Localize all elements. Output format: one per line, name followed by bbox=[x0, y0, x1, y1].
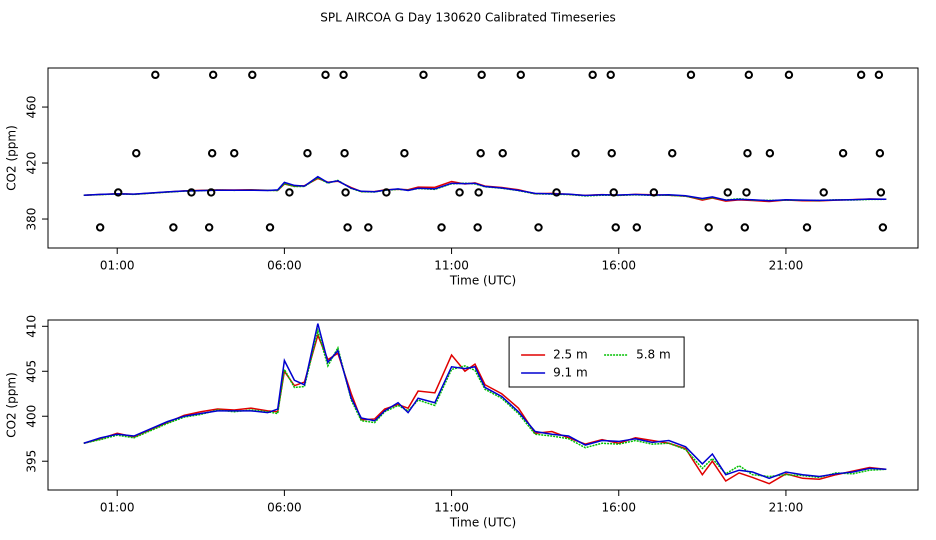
y-tick-label: 460 bbox=[25, 96, 39, 119]
x-tick-label: 11:00 bbox=[434, 501, 469, 515]
x-tick-label: 01:00 bbox=[100, 501, 135, 515]
x-tick-label: 11:00 bbox=[434, 259, 469, 273]
point bbox=[341, 188, 350, 197]
x-tick-label: 21:00 bbox=[769, 259, 804, 273]
y-tick-label: 395 bbox=[25, 450, 39, 473]
y-tick-label: 380 bbox=[25, 208, 39, 231]
point bbox=[303, 149, 312, 158]
point bbox=[668, 149, 677, 158]
point bbox=[819, 188, 828, 197]
point bbox=[743, 149, 752, 158]
point bbox=[704, 223, 713, 232]
point bbox=[609, 188, 618, 197]
y-tick-label: 400 bbox=[25, 405, 39, 428]
point bbox=[285, 188, 294, 197]
legend-frame bbox=[508, 336, 685, 388]
point bbox=[187, 188, 196, 197]
x-tick-label: 16:00 bbox=[601, 259, 636, 273]
y-tick-label: 405 bbox=[25, 360, 39, 383]
point bbox=[534, 223, 543, 232]
point bbox=[248, 70, 257, 80]
point bbox=[114, 188, 123, 197]
point bbox=[455, 188, 464, 197]
point bbox=[742, 188, 751, 197]
point bbox=[419, 70, 428, 80]
point bbox=[606, 70, 615, 80]
x-axis-label: Time (UTC) bbox=[449, 516, 516, 530]
point bbox=[765, 149, 775, 158]
chart-title: SPL AIRCOA G Day 130620 Calibrated Times… bbox=[320, 11, 615, 25]
x-tick-label: 01:00 bbox=[100, 259, 135, 273]
point bbox=[230, 149, 239, 158]
point bbox=[632, 223, 642, 232]
point bbox=[95, 223, 105, 232]
point bbox=[571, 149, 580, 158]
y-axis-label: CO2 (ppm) bbox=[5, 372, 19, 438]
y-axis-label: CO2 (ppm) bbox=[5, 125, 19, 191]
point bbox=[208, 70, 218, 80]
point bbox=[169, 223, 178, 232]
point bbox=[477, 70, 486, 80]
point bbox=[473, 223, 482, 232]
y-tick-label: 420 bbox=[25, 152, 39, 175]
series-line bbox=[83, 176, 887, 202]
point bbox=[204, 223, 214, 232]
point bbox=[552, 188, 561, 197]
point bbox=[498, 149, 507, 158]
point bbox=[206, 188, 216, 197]
x-tick-label: 16:00 bbox=[601, 501, 636, 515]
point bbox=[321, 70, 330, 80]
point bbox=[874, 70, 884, 80]
point bbox=[400, 149, 409, 158]
legend: 2.5 m 5.8 m 9.1 m bbox=[508, 336, 685, 388]
point bbox=[339, 70, 348, 80]
point bbox=[876, 188, 886, 197]
point bbox=[340, 149, 349, 158]
x-tick-label: 06:00 bbox=[267, 259, 302, 273]
point bbox=[265, 223, 275, 232]
x-axis-label: Time (UTC) bbox=[449, 274, 516, 288]
point bbox=[343, 223, 352, 232]
series-line bbox=[83, 175, 887, 202]
legend-label: 2.5 m bbox=[553, 348, 588, 362]
x-tick-label: 06:00 bbox=[267, 501, 302, 515]
point bbox=[207, 149, 217, 158]
point bbox=[878, 223, 888, 232]
point bbox=[437, 223, 446, 232]
point bbox=[744, 70, 754, 80]
point bbox=[607, 149, 616, 158]
legend-label: 9.1 m bbox=[553, 366, 588, 380]
point bbox=[838, 149, 848, 158]
y-tick-label: 410 bbox=[25, 315, 39, 338]
point bbox=[649, 188, 659, 197]
point bbox=[364, 223, 373, 232]
point bbox=[723, 188, 732, 197]
series-line bbox=[83, 327, 887, 479]
point bbox=[588, 70, 597, 80]
point bbox=[611, 223, 620, 232]
point bbox=[516, 70, 525, 80]
point bbox=[875, 149, 885, 158]
point bbox=[132, 149, 141, 158]
point bbox=[856, 70, 866, 80]
legend-label: 5.8 m bbox=[636, 348, 671, 362]
point bbox=[784, 70, 794, 80]
point bbox=[382, 188, 391, 197]
point bbox=[802, 223, 812, 232]
series-line bbox=[83, 323, 887, 480]
point bbox=[740, 223, 750, 232]
point bbox=[474, 188, 483, 197]
point bbox=[151, 70, 160, 80]
plot-frame bbox=[47, 67, 919, 249]
point bbox=[686, 70, 696, 80]
series-line bbox=[83, 333, 887, 485]
x-tick-label: 21:00 bbox=[769, 501, 804, 515]
point bbox=[476, 149, 485, 158]
plot-frame bbox=[47, 319, 919, 491]
